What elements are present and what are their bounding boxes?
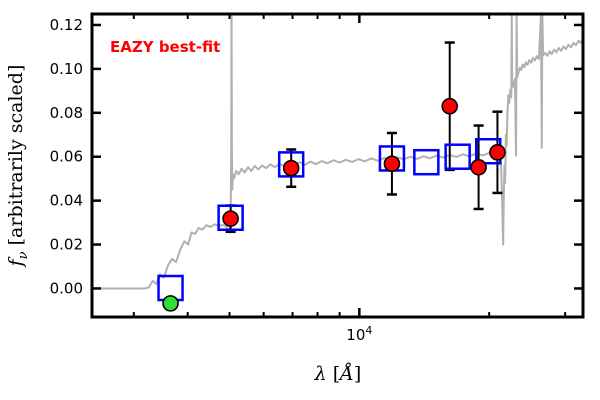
data-point-band-4: [383, 155, 401, 173]
data-point-band-6: [470, 158, 487, 176]
x-axis-ticks: [132, 14, 567, 317]
y-axis-ticks: [92, 23, 583, 290]
data-point-band-2: [222, 210, 239, 227]
y-axis-tick-labels: 0.00 0.02 0.04 0.06 0.08 0.10 0.12: [50, 16, 83, 297]
data-point-band-1: [162, 295, 179, 312]
y-tick-label: 0.06: [50, 148, 83, 166]
model-square-model-6: [444, 143, 471, 170]
y-tick-label: 0.12: [50, 16, 83, 34]
data-point-band-7: [489, 144, 506, 161]
spectrum-line: [92, 14, 583, 290]
y-axis-title-text: fν [arbitrarily scaled]: [5, 65, 31, 269]
best-fit-annotation: EAZY best-fit: [110, 38, 220, 56]
data-point-band-3: [282, 159, 300, 177]
model-square-model-2: [217, 204, 244, 232]
axes-frame: [90, 12, 585, 319]
y-tick-label: 0.08: [50, 104, 83, 122]
y-axis-title: fν [arbitrarily scaled]: [5, 65, 31, 269]
model-square-model-5: [413, 148, 440, 176]
x-axis-title: λ [Å]: [314, 363, 362, 385]
x-tick-label: 104: [346, 324, 372, 344]
data-point-band-5: [441, 97, 459, 115]
x-axis-tick-labels: 104: [346, 324, 372, 344]
y-tick-label: 0.10: [50, 60, 83, 78]
observed-photometry-markers: [162, 97, 506, 312]
y-tick-label: 0.00: [50, 279, 83, 297]
y-tick-label: 0.04: [50, 192, 83, 210]
y-tick-label: 0.02: [50, 236, 83, 254]
